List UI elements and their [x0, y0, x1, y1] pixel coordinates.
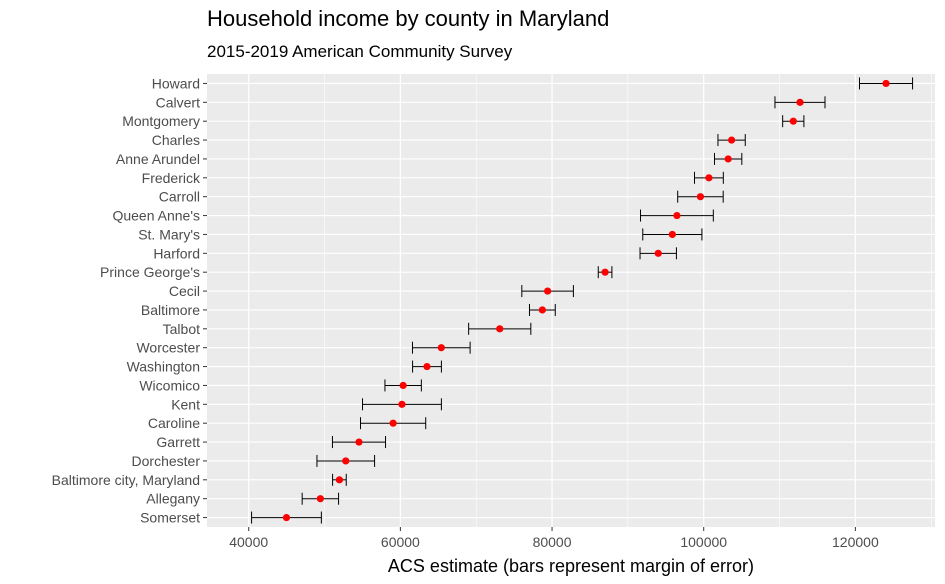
data-point: [389, 419, 397, 427]
data-point: [544, 287, 552, 295]
x-tick-label: 60000: [381, 534, 420, 550]
chart-title: Household income by county in Maryland: [207, 6, 610, 31]
y-tick-label: Wicomico: [139, 377, 200, 393]
data-point: [437, 344, 445, 352]
chart-subtitle: 2015-2019 American Community Survey: [207, 42, 513, 61]
y-tick-label: Anne Arundel: [116, 151, 200, 167]
y-tick-label: Baltimore city, Maryland: [52, 472, 200, 488]
y-axis-labels: Howard Calvert Montgomery Charles Anne Arund…: [52, 75, 207, 526]
y-tick-label: Washington: [127, 359, 200, 375]
x-tick-label: 80000: [533, 534, 572, 550]
grid-lines: [207, 74, 935, 527]
y-tick-label: Charles: [152, 132, 200, 148]
data-point: [789, 117, 797, 125]
y-tick-label: Garrett: [156, 434, 200, 450]
data-point: [673, 211, 681, 220]
data-point: [727, 136, 736, 144]
y-tick-label: Frederick: [142, 170, 201, 186]
y-tick-label: St. Mary's: [138, 226, 200, 242]
y-tick-label: Allegany: [146, 491, 200, 507]
y-tick-label: Worcester: [136, 340, 200, 356]
data-marks: [251, 77, 914, 524]
y-tick-label: Calvert: [156, 94, 200, 110]
y-tick-label: Cecil: [169, 283, 200, 299]
data-point: [335, 476, 344, 484]
y-tick-label: Kent: [171, 396, 200, 412]
data-point: [668, 230, 676, 239]
y-tick-label: Harford: [153, 245, 200, 261]
data-point: [696, 193, 705, 201]
y-tick-label: Carroll: [159, 189, 200, 205]
x-tick-label: 120000: [832, 534, 879, 550]
x-axis-title: ACS estimate (bars represent margin of e…: [388, 556, 754, 576]
x-tick-label: 40000: [229, 534, 268, 550]
y-tick-label: Montgomery: [122, 113, 200, 129]
data-point: [601, 268, 609, 276]
data-point: [282, 513, 291, 522]
data-point: [654, 249, 662, 257]
y-tick-label: Caroline: [148, 415, 200, 431]
x-tick-label: 100000: [680, 534, 727, 550]
data-point: [796, 98, 804, 106]
y-tick-label: Dorchester: [132, 453, 201, 469]
y-tick-label: Prince George's: [100, 264, 200, 280]
data-point: [355, 438, 363, 446]
data-point: [398, 400, 406, 408]
data-point: [705, 174, 713, 182]
x-axis-labels: 40000 60000 80000 100000 120000: [229, 527, 879, 550]
data-point: [538, 306, 546, 314]
data-point: [399, 381, 407, 390]
data-point: [316, 495, 324, 503]
plot-panel: [207, 74, 935, 527]
y-tick-label: Howard: [152, 75, 200, 91]
y-tick-label: Baltimore: [141, 302, 200, 318]
y-tick-label: Somerset: [140, 510, 200, 526]
data-point: [882, 79, 890, 88]
data-point: [342, 457, 350, 465]
data-point: [724, 155, 732, 163]
y-tick-label: Talbot: [163, 321, 200, 337]
data-point: [496, 325, 504, 333]
y-tick-label: Queen Anne's: [112, 208, 200, 224]
data-point: [423, 362, 431, 371]
